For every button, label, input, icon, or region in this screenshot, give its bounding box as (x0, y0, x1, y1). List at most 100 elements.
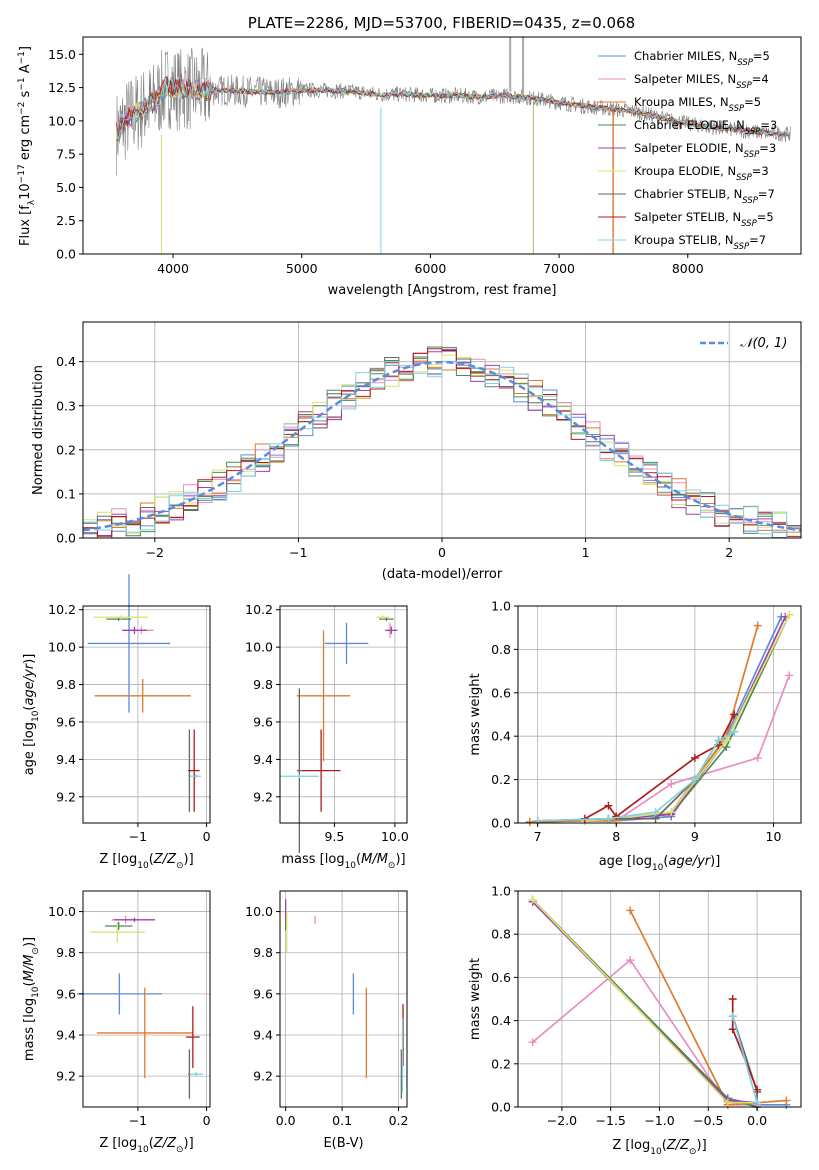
spectrum-ylabel: Flux [fλ10−17 erg cm−2 s−1 A−1] (17, 46, 37, 246)
age-vs-mass-panel: 9.5 10.0 9.2 9.4 9.6 9.8 10.0 10.2 mass [log10(M… (245, 602, 409, 871)
spectrum-frame (82, 36, 802, 255)
data-point (714, 736, 723, 745)
y-tick-label: 0.0 (491, 816, 511, 831)
data-point (528, 895, 537, 904)
spectrum-panel: PLATE=2286, MJD=53700, FIBERID=0435, z=0… (17, 14, 802, 298)
y-tick-label: 9.4 (56, 1028, 76, 1043)
data-point (753, 753, 762, 762)
x-tick-label: 5000 (286, 261, 318, 276)
x-tick-label: −2 (146, 545, 164, 560)
y-axis-label: mass weight (468, 673, 483, 755)
y-tick-label: 1.0 (491, 884, 511, 899)
massweight-vs-age-panel: 7 8 9 10 0.0 0.2 0.4 0.6 0.8 1.0 age [log10(age/yr… (468, 599, 802, 873)
data-point (604, 801, 613, 810)
y-tick-label: 0.4 (56, 354, 76, 369)
legend-label: Chabrier MILES, NSSP=5 (634, 49, 770, 68)
legend-label: Kroupa ELODIE, NSSP=3 (634, 164, 769, 183)
grid (518, 605, 801, 824)
series-line (731, 999, 758, 1091)
series-line (529, 625, 759, 823)
data-point (525, 817, 534, 826)
y-tick-label: 9.4 (253, 1028, 273, 1043)
x-tick-label: 6000 (415, 261, 447, 276)
y-tick-label: 0.1 (56, 486, 76, 501)
series-line (584, 714, 735, 820)
x-tick-label: 9 (691, 829, 699, 844)
curves (116, 37, 791, 254)
data-point (723, 1098, 732, 1107)
data-point (730, 710, 739, 719)
ticks: 7 8 9 10 0.0 0.2 0.4 0.6 0.8 1.0 (491, 599, 781, 845)
x-tick-label: 4000 (157, 261, 189, 276)
y-tick-label: 0.4 (491, 1013, 511, 1028)
model-spectrum (116, 77, 791, 140)
y-tick-label: 9.8 (56, 677, 76, 692)
y-tick-label: 5.0 (56, 180, 76, 195)
x-axis-label: mass [log10(M/M⊙)] (281, 852, 405, 871)
y-tick-label: 9.6 (56, 986, 76, 1001)
legend-label: Chabrier ELODIE, NSSP=3 (634, 118, 777, 137)
data-point (626, 906, 635, 915)
residuals-histograms (83, 346, 801, 538)
ticks: 9.5 10.0 9.2 9.4 9.6 9.8 10.0 10.2 (245, 602, 409, 844)
y-tick-label: 0.8 (491, 642, 511, 657)
series-line (629, 910, 787, 1106)
y-tick-label: 2.5 (56, 213, 76, 228)
data-point (604, 814, 613, 823)
y-axis-label: age [log10(age/yr)] (22, 654, 41, 776)
frame (82, 890, 211, 1108)
y-tick-label: 0.2 (56, 442, 76, 457)
data-point (667, 779, 676, 788)
series-line (531, 899, 758, 1108)
spectrum-title: PLATE=2286, MJD=53700, FIBERID=0435, z=0… (248, 14, 635, 32)
plot-area (87, 574, 202, 812)
y-tick-label: 9.6 (56, 714, 76, 729)
x-tick-label: 0.2 (389, 1113, 409, 1128)
y-tick-label: 9.6 (253, 986, 273, 1001)
y-tick-label: 0.2 (491, 1056, 511, 1071)
y-tick-label: 10.0 (48, 640, 76, 655)
age-vs-metallicity-panel: −1 0 9.2 9.4 9.6 9.8 10.0 10.2 Z [log10(Z/Z⊙)] ag… (22, 574, 211, 871)
data-point (626, 956, 635, 965)
y-tick-label: 9.2 (253, 1069, 273, 1084)
grid (518, 890, 801, 1108)
y-tick-label: 9.4 (253, 752, 273, 767)
y-tick-label: 10.0 (245, 904, 273, 919)
y-tick-label: 0.6 (491, 685, 511, 700)
data-point (785, 671, 794, 680)
x-tick-label: 0 (438, 545, 446, 560)
residuals-panel: −2 −1 0 1 2 0.0 0.1 0.2 0.3 0.4 (data-model)/erro… (31, 321, 802, 582)
x-axis-label: Z [log10(Z/Z⊙)] (99, 852, 193, 871)
frame (82, 605, 211, 824)
plot-area (76, 915, 204, 1099)
x-tick-label: 1 (582, 545, 590, 560)
series-line (731, 1016, 758, 1103)
massweight-vs-metallicity-panel: −2.0 −1.5 −1.0 −0.5 0.0 0.0 0.2 0.4 0.6 0.8 1.0 Z [… (468, 884, 802, 1157)
ticks: −1 0 9.2 9.4 9.6 9.8 10.0 (48, 904, 210, 1128)
legend-label: Kroupa STELIB, NSSP=7 (634, 233, 766, 252)
gaussian-legend-label: 𝒩(0, 1) (740, 336, 787, 351)
residuals-ylabel: Normed distribution (31, 365, 46, 495)
plot-area (280, 615, 398, 853)
plot-area (525, 610, 794, 826)
data-point (651, 808, 660, 817)
spectrum-ticks: 4000 5000 6000 7000 8000 0.0 2.5 5.0 7.5 10.0 12.5… (48, 47, 704, 276)
y-tick-label: 0.6 (491, 970, 511, 985)
grid (83, 606, 210, 823)
legend-label: Salpeter ELODIE, NSSP=3 (634, 141, 776, 160)
x-tick-label: −1.0 (644, 1113, 674, 1128)
y-tick-label: 0.0 (56, 531, 76, 546)
spectrum-xlabel: wavelength [Angstrom, rest frame] (328, 283, 557, 298)
residuals-legend: 𝒩(0, 1) (700, 336, 787, 351)
y-tick-label: 9.8 (56, 945, 76, 960)
x-tick-label: 9.5 (324, 829, 344, 844)
y-tick-label: 15.0 (48, 47, 76, 62)
series-line (532, 958, 758, 1106)
grid (280, 891, 407, 1107)
x-tick-label: 0.0 (747, 1113, 767, 1128)
y-tick-label: 1.0 (491, 599, 511, 614)
y-tick-label: 10.0 (48, 904, 76, 919)
frame (279, 605, 408, 824)
data-point (753, 1098, 762, 1107)
